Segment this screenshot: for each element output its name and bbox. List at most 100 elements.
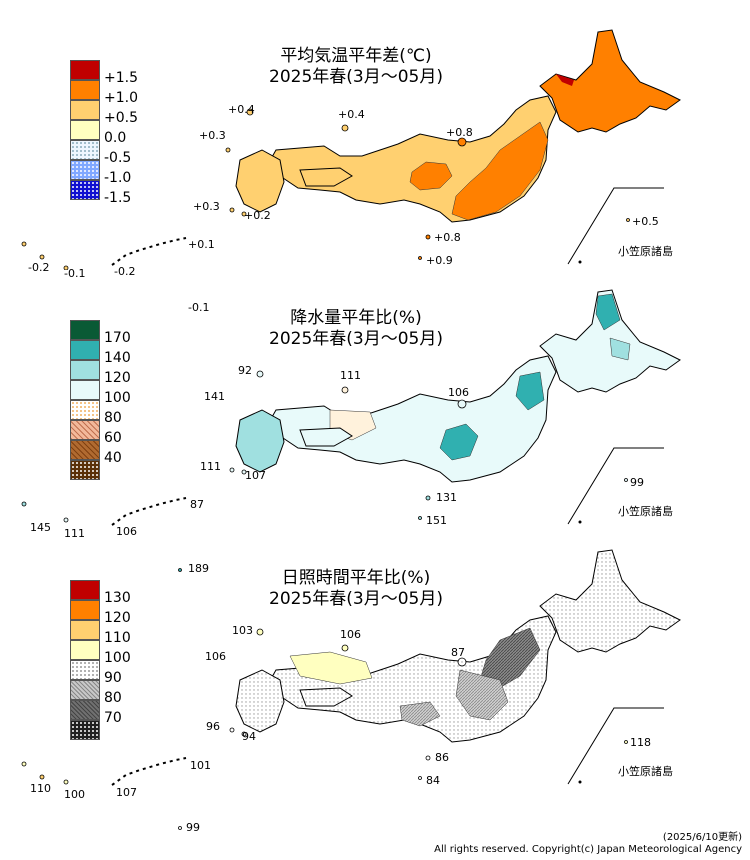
value-amami: 87 xyxy=(190,498,204,511)
kyushu-region xyxy=(235,149,285,213)
value-okinawa-far: 145 xyxy=(30,521,51,534)
legend-label: +1.0 xyxy=(104,90,138,106)
value-sado: 87 xyxy=(451,646,465,659)
legend-swatch xyxy=(70,580,100,600)
kyushu-region xyxy=(235,409,285,473)
legend-item: +1.0 xyxy=(70,80,190,106)
legend-label: 80 xyxy=(104,410,122,426)
value-izu-south: +0.9 xyxy=(426,254,453,267)
value-okinawa-main: 106 xyxy=(116,525,137,538)
value-izu-south: 84 xyxy=(426,774,440,787)
title-line1: 日照時間平年比(%) xyxy=(281,568,431,588)
shikoku-region xyxy=(299,167,353,187)
legend-swatch xyxy=(70,700,100,720)
value-oki: +0.4 xyxy=(338,108,365,121)
legend-swatch xyxy=(70,600,100,620)
legend-label: +1.5 xyxy=(104,70,138,86)
legend-swatch xyxy=(70,620,100,640)
legend-item: +1.5 xyxy=(70,60,190,86)
legend-item: 80 xyxy=(70,680,190,706)
legend-swatch xyxy=(70,720,100,740)
value-okinawa-far: -0.2 xyxy=(28,261,50,274)
legend-item: -1.5 xyxy=(70,180,190,206)
panel-title: 日照時間平年比(%) 2025年春(3月～05月) xyxy=(236,568,476,610)
legend-item: 130 xyxy=(70,580,190,606)
legend-swatch xyxy=(70,180,100,200)
legend-item xyxy=(70,460,190,480)
value-okinawa-mid: 100 xyxy=(64,788,85,801)
legend-item: 0.0 xyxy=(70,120,190,146)
legend-label: 140 xyxy=(104,350,131,366)
legend-label: 90 xyxy=(104,670,122,686)
value-ogasawara: +0.5 xyxy=(632,215,659,228)
legend-label: 0.0 xyxy=(104,130,127,146)
value-amami: 101 xyxy=(190,759,211,772)
value-amami: +0.1 xyxy=(188,238,215,251)
title-line1: 降水量平年比(%) xyxy=(290,308,422,328)
value-oki: 106 xyxy=(340,628,361,641)
legend-label: 100 xyxy=(104,650,131,666)
hokkaido-region xyxy=(539,29,681,133)
legend-item: 120 xyxy=(70,360,190,386)
panel-title: 平均気温平年差(℃) 2025年春(3月～05月) xyxy=(236,46,476,88)
legend-swatch xyxy=(70,440,100,460)
ogasawara-label: 小笠原諸島 xyxy=(618,505,673,518)
legend-item: +0.5 xyxy=(70,100,190,126)
footer: (2025/6/10更新) All rights reserved. Copyr… xyxy=(434,832,742,856)
value-goto: +0.3 xyxy=(199,129,226,142)
legend-item: 140 xyxy=(70,340,190,366)
value-hachijo: 86 xyxy=(435,751,449,764)
legend-swatch xyxy=(70,120,100,140)
legend-label: 110 xyxy=(104,630,131,646)
legend-item: 80 xyxy=(70,400,190,426)
precipitation-panel: 降水量平年比(%) 2025年春(3月～05月) xyxy=(0,0,750,349)
value-daito: 189 xyxy=(188,562,209,575)
legend-item: 60 xyxy=(70,420,190,446)
legend-label: -1.0 xyxy=(104,170,132,186)
legend-swatch xyxy=(70,680,100,700)
legend-item: 70 xyxy=(70,700,190,726)
ogasawara-label: 小笠原諸島 xyxy=(618,245,673,258)
value-sado: +0.8 xyxy=(446,126,473,139)
legend-swatch xyxy=(70,100,100,120)
legend-label: -0.5 xyxy=(104,150,132,166)
legend-label: 120 xyxy=(104,370,131,386)
update-date: (2025/6/10更新) xyxy=(662,832,742,843)
hokkaido-region xyxy=(539,549,681,653)
value-daito: 99 xyxy=(186,821,200,834)
value-koshiki: 111 xyxy=(200,460,221,473)
precipitation-legend: 170 140 120 100 80 60 40 xyxy=(70,320,190,480)
value-okinawa-far: 110 xyxy=(30,782,51,795)
legend-swatch xyxy=(70,660,100,680)
legend-swatch xyxy=(70,420,100,440)
value-ogasawara: 99 xyxy=(630,476,644,489)
value-tanegashima: 107 xyxy=(245,469,266,482)
value-tsushima: 103 xyxy=(232,624,253,637)
temperature-map xyxy=(21,29,681,270)
value-ogasawara: 118 xyxy=(630,736,651,749)
title-line1: 平均気温平年差(℃) xyxy=(280,46,432,66)
value-oki: 111 xyxy=(340,369,361,382)
hokkaido-region xyxy=(539,289,681,393)
copyright: All rights reserved. Copyright(c) Japan … xyxy=(434,844,742,855)
legend-label: 40 xyxy=(104,450,122,466)
legend-swatch xyxy=(70,360,100,380)
legend-item: 110 xyxy=(70,620,190,646)
legend-item: 40 xyxy=(70,440,190,466)
legend-swatch xyxy=(70,400,100,420)
value-goto: 106 xyxy=(205,650,226,663)
value-hachijo: +0.8 xyxy=(434,231,461,244)
legend-label: 80 xyxy=(104,690,122,706)
honshu-region xyxy=(267,355,557,483)
legend-swatch xyxy=(70,80,100,100)
legend-swatch xyxy=(70,140,100,160)
value-goto: 141 xyxy=(204,390,225,403)
legend-swatch xyxy=(70,380,100,400)
legend-item: -0.5 xyxy=(70,140,190,166)
sunshine-legend: 130 120 110 100 90 80 70 xyxy=(70,580,190,740)
legend-swatch xyxy=(70,60,100,80)
legend-label: 170 xyxy=(104,330,131,346)
legend-item: 100 xyxy=(70,380,190,406)
shikoku-region xyxy=(299,687,353,707)
legend-label: 70 xyxy=(104,710,122,726)
